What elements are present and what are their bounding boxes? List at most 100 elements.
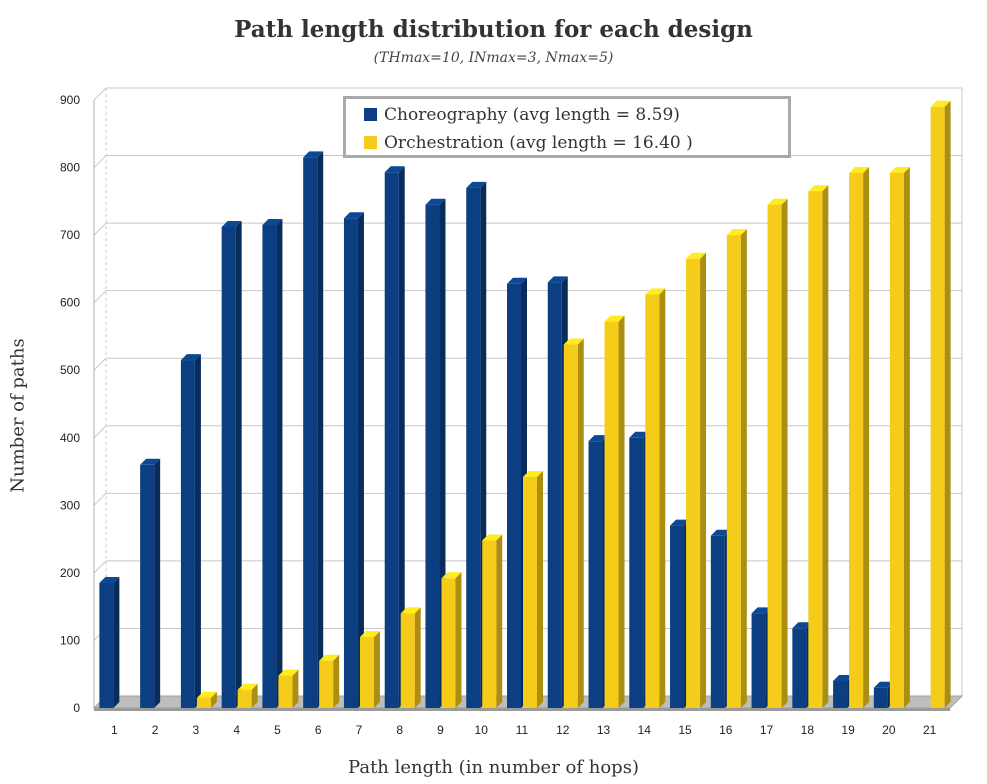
bar-orchestration-top (196, 691, 217, 698)
bar-orchestration-side (863, 166, 870, 708)
chart-floor-edge (94, 708, 950, 711)
bar-choreography-side (357, 212, 364, 708)
bar-choreography-side (235, 221, 242, 708)
x-tick-label: 10 (475, 723, 489, 737)
bar-orchestration-top (237, 683, 258, 690)
bar-orchestration-top (645, 288, 666, 295)
y-axis-label: Number of paths (7, 338, 29, 493)
bar-choreography-top (710, 529, 731, 536)
bar-orchestration-side (944, 100, 951, 708)
bar-choreography (221, 227, 236, 708)
bar-orchestration-top (359, 631, 380, 638)
x-tick-label: 16 (719, 723, 733, 737)
x-tick-label: 3 (193, 723, 200, 737)
bar-orchestration-side (373, 631, 380, 708)
legend-item-orchestration: Orchestration (avg length = 16.40 ) (364, 133, 693, 153)
legend-item-choreography: Choreography (avg length = 8.59) (364, 105, 680, 125)
bar-choreography (99, 583, 114, 708)
bar-orchestration-top (523, 470, 543, 477)
bar-orchestration-side (496, 534, 503, 708)
bar-orchestration-top (400, 607, 421, 614)
bar-choreography-top (873, 681, 894, 688)
x-tick-label: 13 (597, 723, 611, 737)
bar-orchestration (359, 637, 374, 708)
x-tick-label: 2 (152, 723, 159, 737)
bar-orchestration (563, 344, 578, 708)
bar-orchestration-top (563, 338, 584, 345)
bar-orchestration (645, 294, 660, 708)
y-tick-label: 800 (60, 161, 80, 175)
bar-choreography-top (751, 607, 772, 614)
x-tick-label: 9 (437, 723, 444, 737)
bar-choreography-top (384, 166, 405, 173)
bar-choreography (547, 282, 562, 708)
x-tick-label: 17 (760, 723, 774, 737)
bar-orchestration-side (292, 669, 299, 708)
bar-choreography (873, 687, 888, 708)
bar-orchestration-top (767, 198, 788, 205)
bar-choreography-side (276, 218, 283, 708)
bar-orchestration (523, 476, 537, 708)
bar-choreography-top (221, 221, 242, 228)
bar-orchestration (237, 689, 252, 708)
bar-orchestration-side (740, 229, 747, 708)
bar-orchestration-top (319, 654, 340, 661)
y-tick-label: 400 (60, 431, 80, 445)
gridline-side (93, 87, 107, 101)
bar-orchestration (726, 235, 741, 708)
bar-choreography-top (99, 577, 120, 584)
bar-orchestration (278, 675, 293, 708)
bar-choreography (629, 437, 644, 708)
bar-orchestration-top (604, 315, 625, 322)
bar-choreography-top (547, 276, 568, 283)
x-tick-label: 14 (638, 723, 652, 737)
bar-choreography-top (425, 198, 446, 205)
bar-orchestration-side (251, 683, 258, 708)
bar-choreography-top (140, 458, 161, 465)
bar-orchestration (482, 540, 497, 708)
bar-orchestration-side (455, 572, 462, 708)
bar-orchestration-top (849, 166, 870, 173)
bar-choreography (303, 157, 318, 708)
bar-orchestration-side (414, 607, 421, 708)
bar-choreography-top (833, 674, 854, 681)
bar-orchestration-top (278, 669, 299, 676)
chart-subtitle: (THmax=10, INmax=3, Nmax=5) (373, 50, 614, 66)
bar-choreography-top (466, 181, 487, 188)
bar-orchestration-side (210, 691, 217, 708)
bar-choreography-side (194, 354, 201, 708)
x-tick-label: 4 (233, 723, 240, 737)
gridline-side (93, 357, 107, 371)
y-tick-label: 100 (60, 633, 80, 647)
bar-orchestration-side (659, 288, 666, 708)
bar-choreography-top (507, 277, 527, 284)
legend-label-choreography: Choreography (avg length = 8.59) (384, 105, 680, 125)
x-tick-label: 1 (111, 723, 118, 737)
bar-orchestration (808, 191, 823, 708)
bar-choreography-side (154, 458, 161, 708)
bar-orchestration-top (930, 100, 951, 107)
bar-orchestration (400, 613, 415, 708)
bar-orchestration (441, 578, 456, 708)
bar-choreography-side (113, 577, 120, 708)
bar-choreography (140, 464, 155, 708)
x-tick-label: 15 (678, 723, 692, 737)
y-tick-label: 0 (73, 701, 80, 715)
y-tick-label: 300 (60, 498, 80, 512)
x-tick-label: 12 (556, 723, 570, 737)
x-tick-label: 11 (516, 723, 529, 737)
x-tick-label: 6 (315, 723, 322, 737)
bar-orchestration (604, 321, 619, 708)
bar-choreography-top (262, 218, 283, 225)
bar-choreography-side (398, 166, 405, 709)
bar-orchestration-side (618, 315, 625, 708)
y-tick-label: 600 (60, 296, 80, 310)
bar-choreography-top (629, 431, 650, 438)
bar-choreography-top (343, 212, 364, 219)
bar-orchestration-top (441, 572, 462, 579)
bar-choreography (180, 360, 195, 708)
x-tick-label: 7 (356, 723, 363, 737)
bar-orchestration-side (822, 185, 829, 708)
bar-choreography (262, 224, 277, 708)
